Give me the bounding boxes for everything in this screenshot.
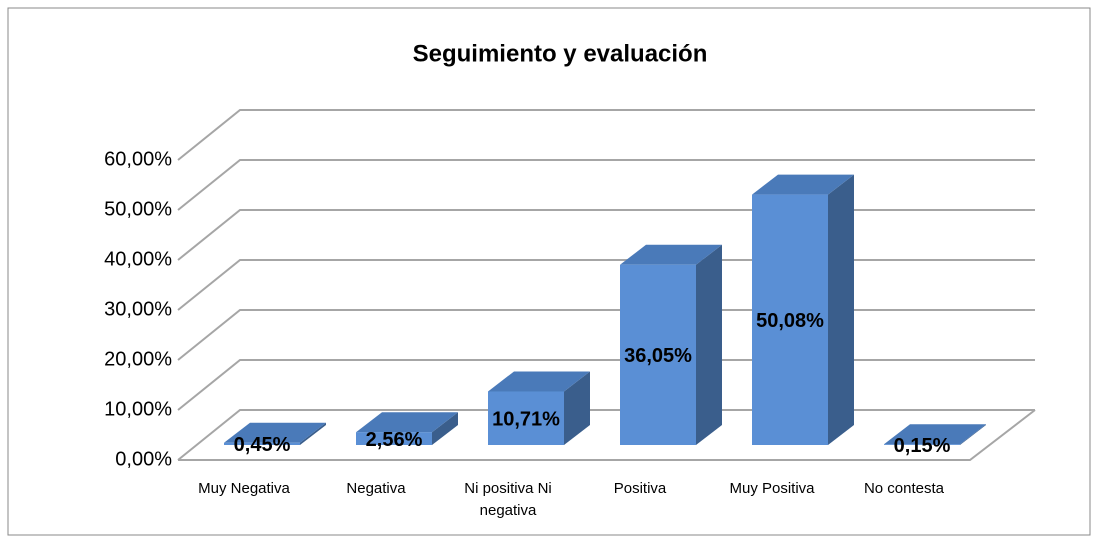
bar-side	[432, 412, 458, 445]
value-label: 0,45%	[234, 434, 291, 456]
x-tick-label-box: No contesta	[863, 480, 945, 497]
chart-title: Seguimiento y evaluación	[413, 40, 708, 67]
value-label: 10,71%	[492, 409, 560, 431]
bar-front	[752, 194, 828, 445]
bar-side	[696, 244, 722, 445]
bar-top	[356, 412, 458, 433]
y-tick-label: 10,00%	[104, 398, 172, 420]
bar	[884, 424, 986, 445]
x-tick-label: Muy Negativa	[198, 480, 290, 497]
bar-top	[224, 422, 326, 443]
bar-top	[488, 371, 590, 392]
floor-edge	[178, 409, 1036, 461]
bar-side	[960, 424, 986, 445]
chart-border	[7, 7, 1091, 536]
bar	[356, 412, 458, 445]
x-tick-label-box: Muy Negativa	[198, 480, 290, 497]
grid-line	[177, 109, 1035, 161]
bar	[224, 422, 326, 445]
bar-top	[620, 244, 722, 265]
bar	[752, 174, 854, 445]
x-tick-label: Negativa	[346, 480, 406, 497]
bar-front	[224, 442, 300, 445]
value-label: 0,15%	[894, 435, 951, 457]
x-tick-label-box: Muy Positiva	[729, 480, 815, 497]
y-tick-label: 60,00%	[104, 148, 172, 170]
y-tick-label: 0,00%	[115, 448, 172, 470]
value-label: 36,05%	[624, 345, 692, 367]
y-tick-label: 20,00%	[104, 348, 172, 370]
x-tick-label: No contesta	[863, 480, 945, 497]
bar	[620, 244, 722, 445]
x-tick-label: Positiva	[613, 480, 667, 497]
x-tick-label: Ni positiva Ni negativa	[464, 480, 552, 519]
bar-side	[564, 371, 590, 445]
y-tick-label: 40,00%	[104, 248, 172, 270]
x-tick-label-box: Positiva	[613, 480, 667, 497]
bar-front	[620, 264, 696, 445]
bar-side	[300, 422, 326, 445]
value-label: 2,56%	[366, 429, 423, 451]
bar-front	[356, 432, 432, 445]
bar-top	[884, 424, 986, 445]
x-tick-label-box: Negativa	[346, 480, 406, 497]
value-label: 50,08%	[756, 310, 824, 332]
bar	[488, 371, 590, 445]
bar-top	[752, 174, 854, 195]
x-tick-label-box: Ni positiva Ni negativa	[464, 480, 552, 519]
bar-side	[828, 174, 854, 445]
y-tick-label: 30,00%	[104, 298, 172, 320]
x-tick-label: Muy Positiva	[729, 480, 815, 497]
bar-front	[884, 444, 960, 445]
y-tick-label: 50,00%	[104, 198, 172, 220]
grid-line	[177, 159, 1035, 211]
bar-front	[488, 391, 564, 445]
